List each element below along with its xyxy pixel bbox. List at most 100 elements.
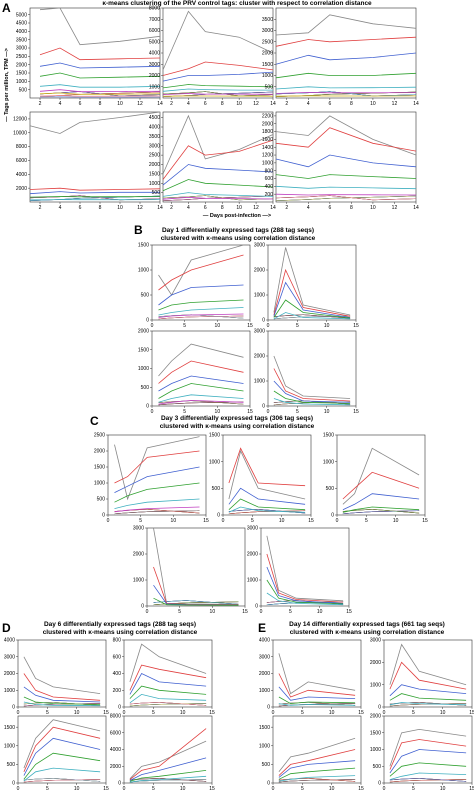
x-tick-label: 0 [272, 786, 275, 792]
x-tick-label: 4 [187, 205, 190, 211]
y-tick-label: 0 [255, 604, 258, 610]
subplot-c-12: 0 500 1000 1500 0 5 10 15 [323, 433, 428, 524]
series-line [278, 686, 356, 701]
series-line [342, 447, 420, 505]
y-tick-label: 500 [326, 486, 335, 492]
y-tick-label: 500 [141, 385, 150, 391]
series-line [389, 693, 467, 701]
panel-e-title-line1: Day 14 differentially expressed tags (66… [289, 621, 445, 628]
series-line [129, 664, 207, 691]
y-tick-label: 1500 [16, 71, 27, 77]
series-line [389, 643, 467, 686]
x-tick-label: 10 [279, 518, 285, 524]
series-line [158, 313, 244, 318]
series-line [389, 684, 467, 697]
series-line-background [162, 91, 274, 97]
subplot-e-20: 0 1000 2000 3000 0 5 10 15 [370, 638, 474, 716]
subplot-d-18: 0 2000 4000 6000 8000 0 5 10 15 [110, 714, 215, 792]
series-line [278, 653, 356, 695]
plot-frame [151, 330, 251, 407]
series-line [278, 760, 356, 778]
y-tick-label: 500 [97, 497, 106, 503]
plot-frame [123, 715, 213, 784]
y-tick-label: 1500 [138, 347, 149, 353]
series-line [389, 749, 467, 774]
y-tick-label: 1000 [262, 160, 273, 166]
series-line [39, 96, 161, 98]
y-tick-label: 0 [141, 604, 144, 610]
y-tick-label: 5000 [149, 39, 160, 45]
x-tick-label: 8 [350, 101, 353, 107]
x-tick-label: 15 [353, 409, 359, 415]
series-line [129, 740, 207, 780]
y-tick-label: 0 [262, 318, 265, 324]
series-line [114, 506, 200, 513]
x-tick-label: 5 [301, 786, 304, 792]
series-line [39, 89, 161, 93]
y-tick-label: 500 [141, 293, 150, 299]
panel-b-title-line2: clustered with κ-means using correlation… [161, 235, 316, 242]
series-line-background [275, 195, 417, 201]
x-tick-label: 15 [247, 323, 253, 329]
series-line [23, 726, 101, 772]
x-tick-label: 15 [358, 710, 364, 716]
y-tick-label: 3000 [4, 654, 15, 660]
y-tick-label: 200 [265, 192, 274, 198]
y-tick-label: 1000 [254, 379, 265, 385]
x-tick-label: 10 [440, 710, 446, 716]
y-tick-label: 600 [113, 654, 122, 660]
y-tick-label: 3000 [149, 143, 160, 149]
series-line-background [275, 195, 417, 201]
y-tick-label: 800 [113, 638, 122, 644]
series-line [342, 493, 420, 511]
y-tick-label: 3000 [247, 526, 258, 532]
panel-b-title-line1: Day 1 differentially expressed tags (288… [162, 227, 314, 234]
y-tick-label: 1000 [16, 79, 27, 85]
series-line [275, 36, 417, 47]
x-tick-label: 10 [210, 609, 216, 615]
subplot-c-13: 0 1000 2000 3000 0 5 10 15 [133, 526, 248, 615]
x-tick-label: 5 [152, 786, 155, 792]
subplot-b-7: 0 1000 2000 3000 0 5 10 15 [254, 243, 359, 329]
series-line [389, 728, 467, 767]
series-line [23, 701, 101, 707]
x-tick-label: 14 [413, 205, 419, 211]
panel-c-title-line2: clustered with κ-means using correlation… [160, 423, 315, 430]
x-tick-label: 10 [117, 101, 123, 107]
plot-frame [260, 527, 350, 607]
panel-d-title-line1: Day 6 differentially expressed tags (288… [44, 621, 196, 628]
series-line [389, 661, 467, 690]
y-tick-label: 4000 [16, 29, 27, 35]
y-tick-label: 1000 [133, 578, 144, 584]
plot-frame [17, 715, 107, 784]
series-line [275, 127, 417, 152]
y-tick-label: 7000 [149, 17, 160, 23]
y-tick-label: 2000 [262, 121, 273, 127]
series-line [162, 196, 274, 200]
series-line [39, 47, 161, 61]
y-tick-label: 4000 [149, 125, 160, 131]
series-line [273, 380, 351, 403]
plot-frame [123, 639, 213, 708]
series-line [114, 436, 200, 501]
y-tick-label: 6000 [149, 28, 160, 34]
x-tick-label: 5 [183, 409, 186, 415]
y-tick-label: 3000 [149, 62, 160, 68]
series-line [389, 739, 467, 770]
series-line [162, 164, 274, 186]
panel-a-ylabel: — Tags per million, TPM —> [4, 48, 10, 122]
y-tick-label: 2000 [247, 552, 258, 558]
x-tick-label: 0 [123, 786, 126, 792]
x-tick-label: 15 [247, 409, 253, 415]
x-tick-label: 15 [422, 518, 428, 524]
y-tick-label: 4000 [110, 747, 121, 753]
y-tick-label: 1000 [259, 688, 270, 694]
y-tick-label: 1500 [94, 465, 105, 471]
y-tick-label: 500 [265, 84, 274, 90]
x-tick-label: 10 [317, 609, 323, 615]
series-line [129, 672, 207, 695]
x-tick-label: 6 [328, 101, 331, 107]
y-tick-label: 2500 [262, 39, 273, 45]
series-line [389, 762, 467, 777]
y-tick-label: 8000 [110, 714, 121, 720]
